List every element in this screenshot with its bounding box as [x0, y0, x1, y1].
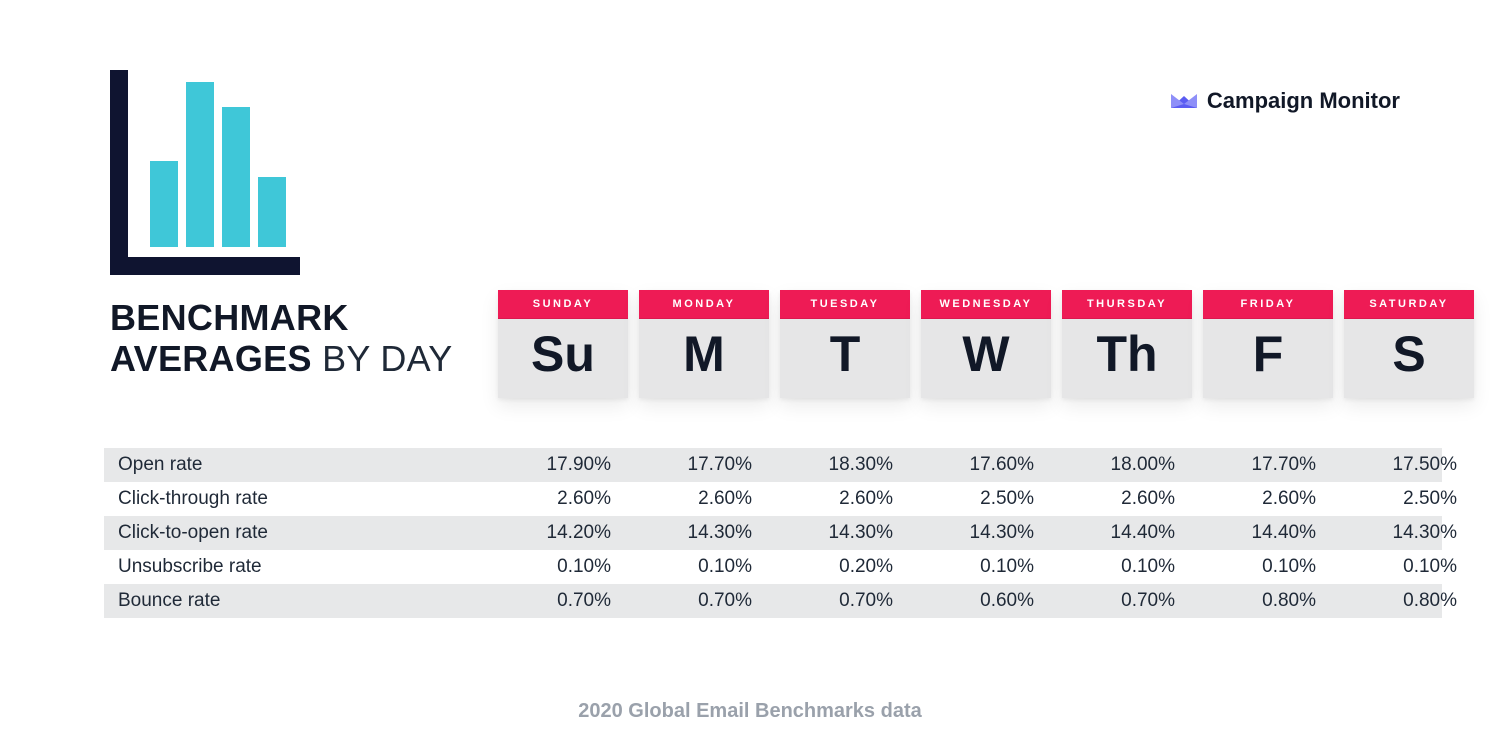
day-tile: SATURDAYS [1344, 290, 1474, 398]
day-tile: SUNDAYSu [498, 290, 628, 398]
day-tile: FRIDAYF [1203, 290, 1333, 398]
day-tile-abbr: Th [1062, 319, 1192, 398]
brand-name: Campaign Monitor [1207, 88, 1400, 114]
metric-value: 0.80% [1344, 590, 1485, 612]
metric-value: 2.50% [1344, 488, 1485, 510]
day-tile: MONDAYM [639, 290, 769, 398]
metric-label: Open rate [104, 454, 498, 476]
title-line2-bold: AVERAGES [110, 338, 312, 379]
title-line2-light: BY DAY [312, 338, 453, 379]
metric-value: 14.20% [498, 522, 639, 544]
metric-value: 2.60% [780, 488, 921, 510]
metric-label: Unsubscribe rate [104, 556, 498, 578]
metric-value: 18.00% [1062, 454, 1203, 476]
day-tile-label: SUNDAY [498, 290, 628, 319]
metric-value: 14.40% [1062, 522, 1203, 544]
day-tile-label: FRIDAY [1203, 290, 1333, 319]
hero: BENCHMARK AVERAGES BY DAY [110, 70, 453, 380]
brand-lockup: Campaign Monitor [1171, 88, 1400, 114]
metric-label: Click-to-open rate [104, 522, 498, 544]
metric-value: 2.60% [498, 488, 639, 510]
table-row: Click-through rate2.60%2.60%2.60%2.50%2.… [104, 482, 1442, 516]
day-tiles-row: SUNDAYSuMONDAYMTUESDAYTWEDNESDAYWTHURSDA… [498, 290, 1442, 398]
day-tile-label: TUESDAY [780, 290, 910, 319]
day-tile: TUESDAYT [780, 290, 910, 398]
metric-value: 0.10% [639, 556, 780, 578]
metric-value: 0.10% [1203, 556, 1344, 578]
day-tile-label: THURSDAY [1062, 290, 1192, 319]
metric-value: 14.30% [921, 522, 1062, 544]
metric-value: 2.50% [921, 488, 1062, 510]
metric-value: 0.10% [921, 556, 1062, 578]
brand-logo-icon [1171, 92, 1197, 110]
footer-caption: 2020 Global Email Benchmarks data [0, 700, 1500, 723]
metric-label: Click-through rate [104, 488, 498, 510]
metric-value: 2.60% [1062, 488, 1203, 510]
day-tile-abbr: M [639, 319, 769, 398]
metric-value: 0.10% [1062, 556, 1203, 578]
metric-value: 17.70% [1203, 454, 1344, 476]
metric-value: 17.50% [1344, 454, 1485, 476]
table-row: Open rate17.90%17.70%18.30%17.60%18.00%1… [104, 448, 1442, 482]
day-tile-label: SATURDAY [1344, 290, 1474, 319]
metric-value: 14.30% [1344, 522, 1485, 544]
day-tile: THURSDAYTh [1062, 290, 1192, 398]
day-tile: WEDNESDAYW [921, 290, 1051, 398]
table-row: Click-to-open rate14.20%14.30%14.30%14.3… [104, 516, 1442, 550]
metric-value: 0.70% [780, 590, 921, 612]
table-row: Unsubscribe rate0.10%0.10%0.20%0.10%0.10… [104, 550, 1442, 584]
metric-value: 0.60% [921, 590, 1062, 612]
day-tile-abbr: Su [498, 319, 628, 398]
day-tile-label: MONDAY [639, 290, 769, 319]
metric-value: 0.10% [498, 556, 639, 578]
metric-value: 0.70% [1062, 590, 1203, 612]
benchmark-table: Open rate17.90%17.70%18.30%17.60%18.00%1… [104, 448, 1442, 618]
metric-value: 0.70% [639, 590, 780, 612]
day-tile-abbr: T [780, 319, 910, 398]
day-tile-abbr: F [1203, 319, 1333, 398]
metric-label: Bounce rate [104, 590, 498, 612]
page-title: BENCHMARK AVERAGES BY DAY [110, 297, 453, 380]
bar-chart-icon [110, 70, 300, 275]
metric-value: 0.10% [1344, 556, 1485, 578]
metric-value: 14.40% [1203, 522, 1344, 544]
metric-value: 0.20% [780, 556, 921, 578]
table-row: Bounce rate0.70%0.70%0.70%0.60%0.70%0.80… [104, 584, 1442, 618]
metric-value: 14.30% [780, 522, 921, 544]
metric-value: 0.80% [1203, 590, 1344, 612]
title-line1: BENCHMARK [110, 297, 349, 338]
day-tile-abbr: W [921, 319, 1051, 398]
metric-value: 17.90% [498, 454, 639, 476]
metric-value: 0.70% [498, 590, 639, 612]
metric-value: 17.70% [639, 454, 780, 476]
metric-value: 18.30% [780, 454, 921, 476]
metric-value: 17.60% [921, 454, 1062, 476]
metric-value: 2.60% [639, 488, 780, 510]
day-tile-abbr: S [1344, 319, 1474, 398]
metric-value: 14.30% [639, 522, 780, 544]
metric-value: 2.60% [1203, 488, 1344, 510]
day-tile-label: WEDNESDAY [921, 290, 1051, 319]
